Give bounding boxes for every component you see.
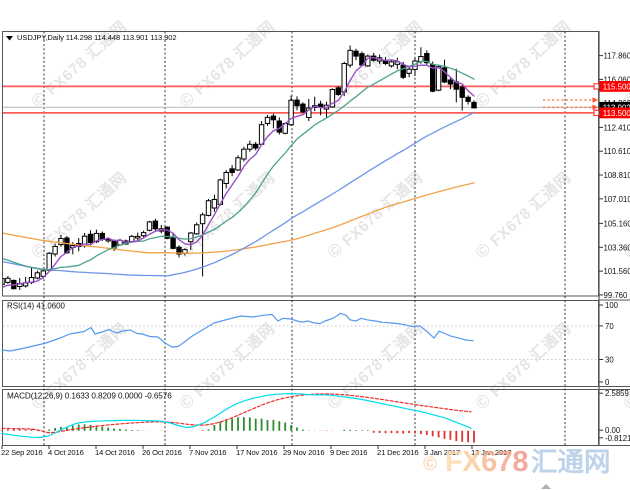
svg-text:103.360: 103.360 xyxy=(604,243,630,252)
svg-text:©: © xyxy=(423,454,437,475)
svg-text:30: 30 xyxy=(605,356,614,365)
svg-text:115.500: 115.500 xyxy=(603,83,630,92)
svg-text:116.060: 116.060 xyxy=(604,75,630,84)
svg-text:USDJPY,Daily 114.298 114.448: USDJPY,Daily 114.298 114.448 113.901 113… xyxy=(17,33,177,42)
svg-text:2.5859: 2.5859 xyxy=(605,389,629,398)
svg-text:MACD(12,26,9) 0.1633 0.8209 0.: MACD(12,26,9) 0.1633 0.8209 0.0000 -0.65… xyxy=(7,392,172,401)
svg-text:3 Jan 2017: 3 Jan 2017 xyxy=(424,448,460,457)
svg-text:108.810: 108.810 xyxy=(604,171,630,180)
svg-text:4 Oct 2016: 4 Oct 2016 xyxy=(48,448,84,457)
svg-text:0.00: 0.00 xyxy=(605,426,621,435)
svg-text:107.010: 107.010 xyxy=(604,195,630,204)
svg-text:101.560: 101.560 xyxy=(604,267,630,276)
svg-text:105.160: 105.160 xyxy=(604,219,630,228)
svg-text:113.500: 113.500 xyxy=(603,109,630,118)
svg-text:110.610: 110.610 xyxy=(604,147,630,156)
svg-text:70: 70 xyxy=(605,322,614,331)
svg-text:FX678: FX678 xyxy=(445,446,528,478)
svg-text:99.760: 99.760 xyxy=(604,291,629,300)
svg-text:100: 100 xyxy=(605,301,619,310)
svg-text:14 Oct 2016: 14 Oct 2016 xyxy=(95,448,135,457)
svg-text:22 Sep 2016: 22 Sep 2016 xyxy=(1,448,42,457)
svg-text:117.860: 117.860 xyxy=(604,52,630,61)
svg-text:17 Nov 2016: 17 Nov 2016 xyxy=(236,448,277,457)
svg-text:29 Nov 2016: 29 Nov 2016 xyxy=(283,448,324,457)
svg-text:13 Jan 2017: 13 Jan 2017 xyxy=(471,448,511,457)
svg-text:26 Oct 2016: 26 Oct 2016 xyxy=(142,448,182,457)
svg-text:112.410: 112.410 xyxy=(604,123,630,132)
svg-text:0: 0 xyxy=(605,378,610,387)
svg-text:9 Dec 2016: 9 Dec 2016 xyxy=(330,448,367,457)
svg-text:21 Dec 2016: 21 Dec 2016 xyxy=(377,448,418,457)
svg-text:汇通网: 汇通网 xyxy=(531,447,611,477)
svg-text:7 Nov 2016: 7 Nov 2016 xyxy=(189,448,226,457)
svg-text:-0.8121: -0.8121 xyxy=(605,434,630,443)
svg-text:RSI(14) 41.0600: RSI(14) 41.0600 xyxy=(7,302,66,311)
